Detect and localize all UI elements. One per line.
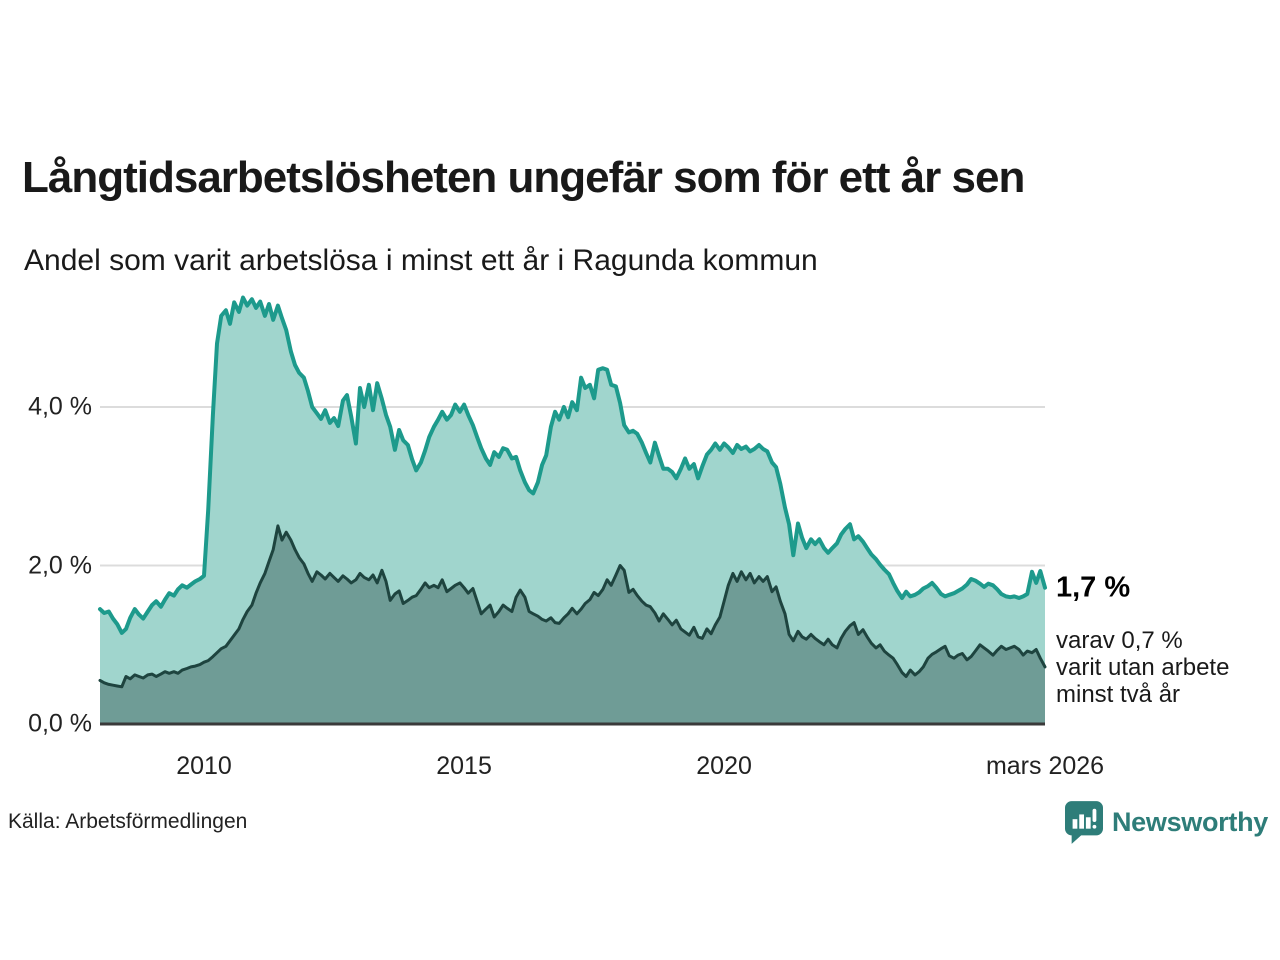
- x-tick-label: mars 2026: [985, 752, 1105, 780]
- series-line-1: [98, 295, 1047, 635]
- logo-bar-1: [1072, 819, 1078, 829]
- newsworthy-logo-icon: [1064, 801, 1103, 844]
- page-subtitle: Andel som varit arbetslösa i minst ett å…: [24, 244, 818, 277]
- annotation-detail: varav 0,7 % varit utan arbete minst två år: [1056, 627, 1229, 708]
- y-tick-label: 2,0 %: [28, 551, 92, 579]
- logo-bar-2: [1079, 814, 1084, 829]
- y-tick-label: 0,0 %: [28, 709, 92, 738]
- page-title: Långtidsarbetslösheten ungefär som för e…: [22, 153, 1025, 203]
- x-tick-label: 2010: [176, 752, 232, 780]
- annotation-detail-line: varit utan arbete: [1056, 653, 1230, 681]
- newsworthy-logo: Newsworthy: [1064, 801, 1268, 844]
- logo-exclamation-stem: [1092, 808, 1097, 823]
- source-note: Källa: Arbetsförmedlingen: [8, 810, 248, 833]
- latest-value-annotation: 1,7 %: [1056, 571, 1131, 604]
- series-line-2: [98, 524, 1047, 689]
- logo-bar-3: [1085, 817, 1091, 829]
- series-area-2: [100, 525, 1045, 724]
- annotation-detail-line: minst två år: [1056, 680, 1181, 708]
- logo-exclamation-dot: [1092, 824, 1097, 829]
- y-tick-label: 4,0 %: [28, 392, 92, 421]
- x-tick-label: 2015: [436, 752, 492, 780]
- annotation-detail-line: varav 0,7 %: [1056, 626, 1183, 654]
- x-tick-label: 2020: [696, 752, 752, 780]
- newsworthy-logo-text: Newsworthy: [1111, 807, 1268, 837]
